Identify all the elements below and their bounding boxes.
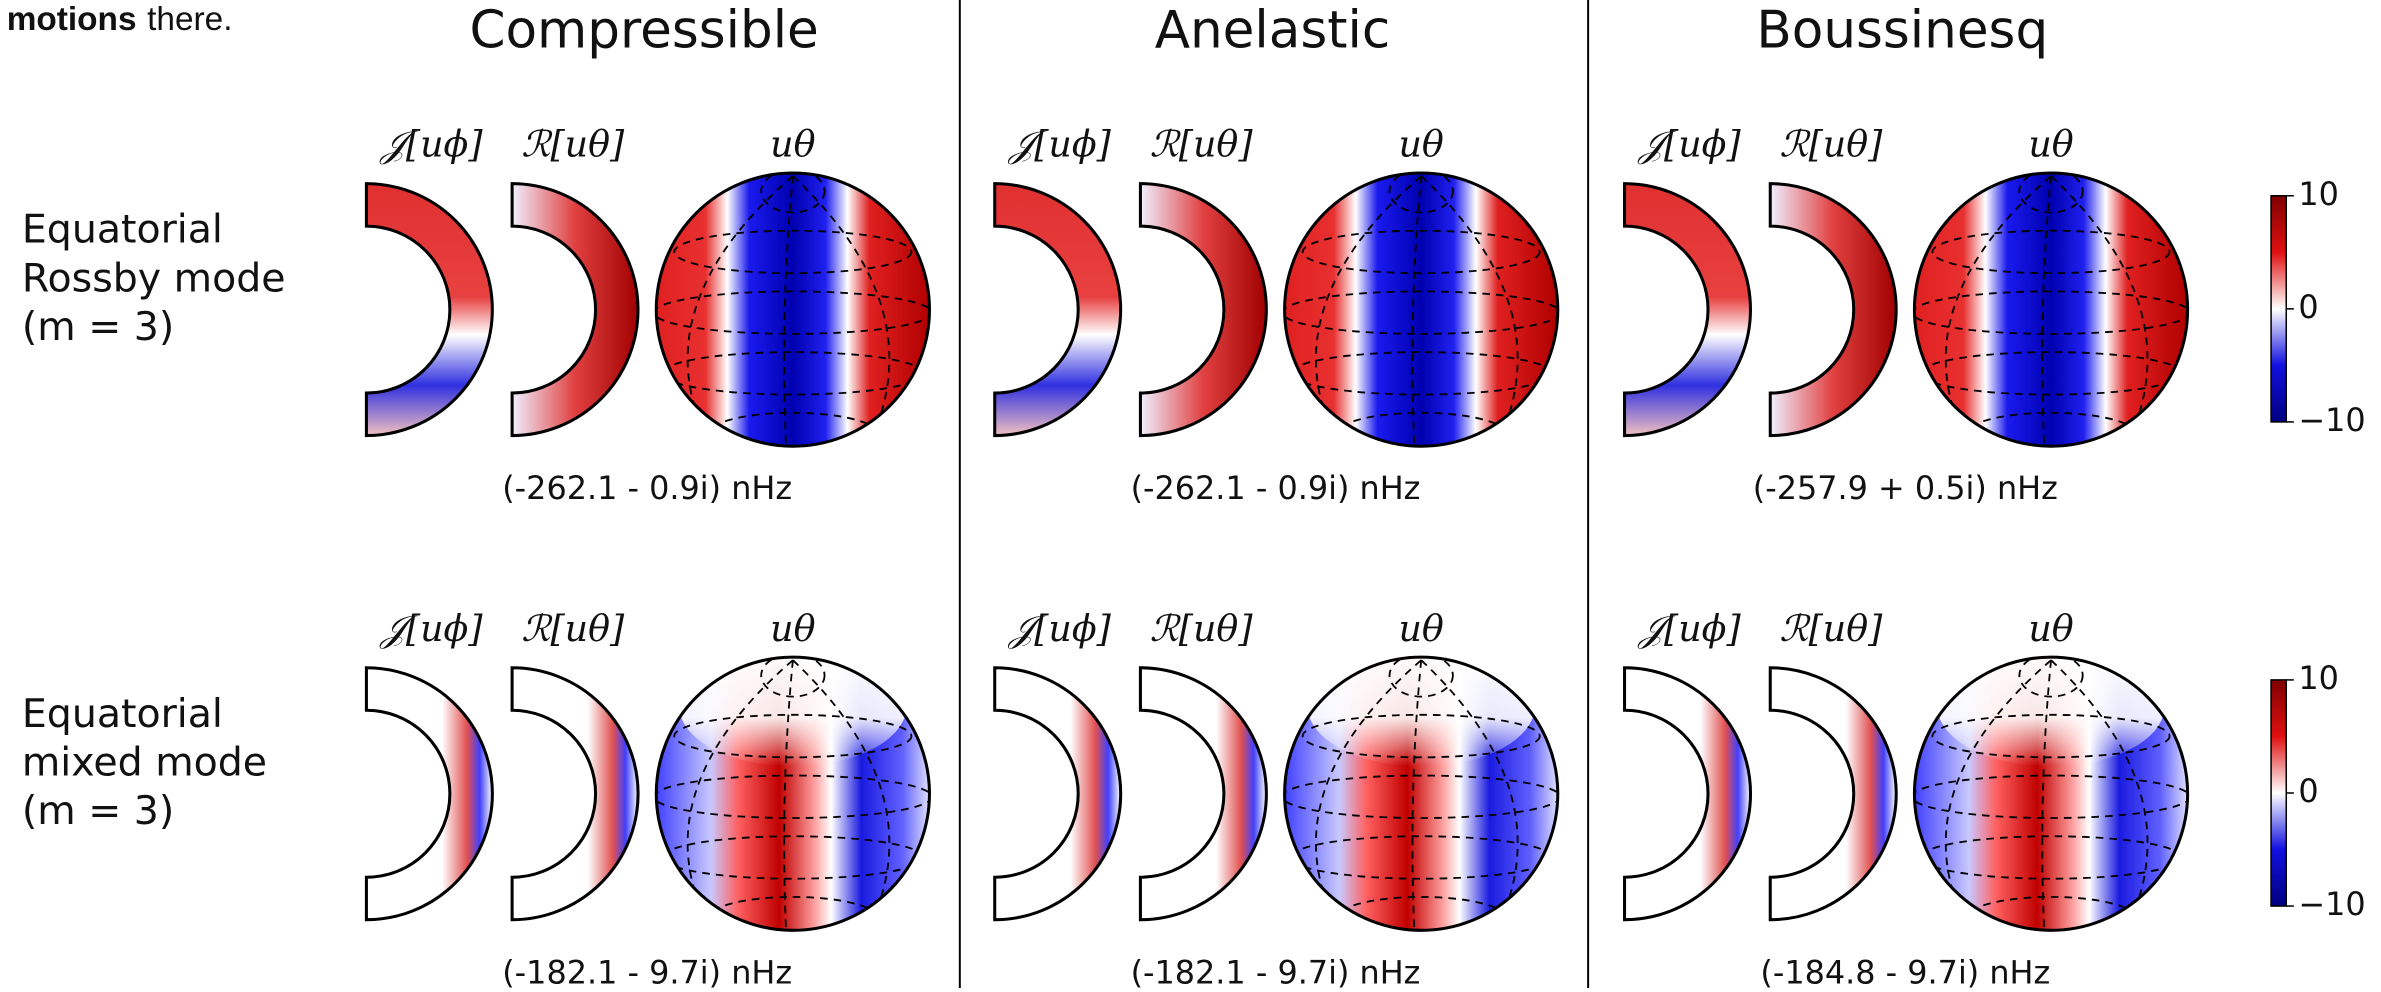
frequency: (-262.1 - 0.9i) nHz (502, 469, 792, 507)
panel-label: ℛ[uθ] (1150, 607, 1254, 650)
panel-label: 𝒥[uϕ] (1007, 607, 1112, 650)
shell-slice (1625, 668, 1751, 920)
panel-label: ℛ[uθ] (521, 607, 625, 650)
row-label: (m = 3) (22, 304, 174, 350)
panel-label: uθ (1398, 607, 1443, 650)
colorbar (2271, 680, 2286, 906)
shell-slice (512, 668, 638, 920)
shell-slice (1770, 184, 1896, 436)
colorbar-tick-label: −10 (2298, 885, 2365, 923)
colorbar-tick-label: 10 (2298, 175, 2339, 213)
colorbar-tick-label: 10 (2298, 659, 2339, 697)
frequency: (-262.1 - 0.9i) nHz (1131, 469, 1421, 507)
column-title: Boussinesq (1756, 0, 2048, 60)
figure: motions there. Compressible Anelastic Bous… (0, 0, 2381, 988)
row-label: (m = 3) (22, 788, 174, 834)
colorbar-tick-label: 0 (2298, 288, 2318, 326)
row-label: Rossby mode (22, 255, 286, 301)
frequency: (-257.9 + 0.5i) nHz (1753, 469, 2058, 507)
panel-label: ℛ[uθ] (1780, 123, 1884, 166)
shell-slice (995, 184, 1121, 436)
shell-slice (1770, 668, 1896, 920)
intro-rest: there. (147, 1, 232, 38)
panel-label: 𝒥[uϕ] (1007, 123, 1112, 166)
panel-label: 𝒥[uϕ] (1637, 123, 1742, 166)
colorbar (2271, 196, 2286, 422)
row-label: Equatorial (22, 691, 223, 737)
page: {"intro": {"bold": "motions", "rest": "t… (0, 0, 2381, 988)
frequency: (-182.1 - 9.7i) nHz (502, 953, 792, 988)
column-title: Compressible (469, 0, 818, 60)
intro: motions there. (7, 0, 233, 39)
shell-slice (512, 184, 638, 436)
frequency: (-184.8 - 9.7i) nHz (1760, 953, 2050, 988)
panel-label: uθ (2028, 123, 2073, 166)
row-label: mixed mode (22, 739, 267, 785)
row-label: Equatorial (22, 207, 223, 253)
panel-label: uθ (770, 123, 815, 166)
shell-slice (995, 668, 1121, 920)
panel-label: 𝒥[uϕ] (1637, 607, 1742, 650)
panel-label: uθ (1398, 123, 1443, 166)
shell-slice (1625, 184, 1751, 436)
shell-slice (1140, 668, 1266, 920)
intro-bold: motions (7, 1, 137, 38)
colorbar-tick-label: −10 (2298, 401, 2365, 439)
panel-label: uθ (2028, 607, 2073, 650)
column-title: Anelastic (1155, 0, 1391, 60)
panel-label: 𝒥[uϕ] (379, 607, 484, 650)
shell-slice (366, 184, 492, 436)
shell-slice (1140, 184, 1266, 436)
panel-label: uθ (770, 607, 815, 650)
colorbar-tick-label: 0 (2298, 772, 2318, 810)
frequency: (-182.1 - 9.7i) nHz (1131, 953, 1421, 988)
panel-label: ℛ[uθ] (521, 123, 625, 166)
panel-label: 𝒥[uϕ] (379, 123, 484, 166)
panel-label: ℛ[uθ] (1150, 123, 1254, 166)
shell-slice (366, 668, 492, 920)
panel-label: ℛ[uθ] (1780, 607, 1884, 650)
